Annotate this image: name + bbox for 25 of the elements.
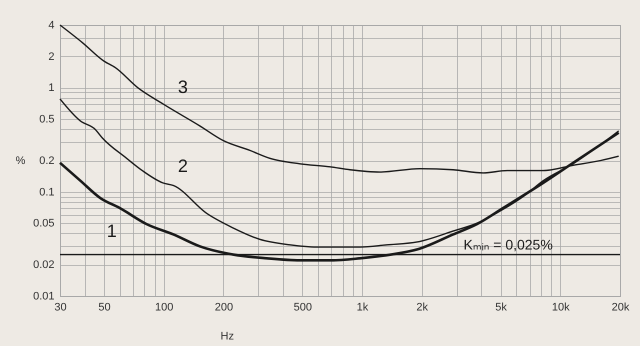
y-tick-label: 2 (48, 50, 54, 63)
x-tick-label: 1k (356, 302, 369, 314)
x-tick-label: 200 (214, 302, 234, 314)
y-axis-title: % (16, 155, 26, 167)
y-tick-label: 0.01 (33, 290, 54, 302)
x-tick-label: 500 (294, 302, 312, 314)
y-tick-label: 0.1 (39, 186, 54, 198)
x-axis-title: Hz (220, 330, 234, 342)
series-label: 3 (178, 76, 188, 97)
y-tick-label: 4 (48, 20, 54, 32)
x-tick-label: 2k (416, 302, 428, 314)
x-tick-label: 10k (552, 302, 570, 314)
y-tick-label: 0.2 (39, 155, 54, 167)
series-label: 1 (106, 220, 117, 241)
y-tick-label: 0.05 (33, 218, 54, 230)
x-tick-label: 50 (98, 302, 111, 314)
ref-line-label: Kₘᵢₙ = 0,025% (464, 236, 553, 253)
y-tick-label: 0.02 (33, 259, 54, 272)
x-tick-label: 20k (612, 302, 630, 314)
x-tick-label: 100 (155, 302, 174, 314)
x-tick-label: 30 (54, 302, 67, 314)
y-tick-label: 0.5 (39, 114, 54, 126)
y-tick-label: 1 (48, 82, 54, 94)
series-label: 2 (178, 156, 188, 176)
x-tick-label: 5k (495, 302, 508, 314)
